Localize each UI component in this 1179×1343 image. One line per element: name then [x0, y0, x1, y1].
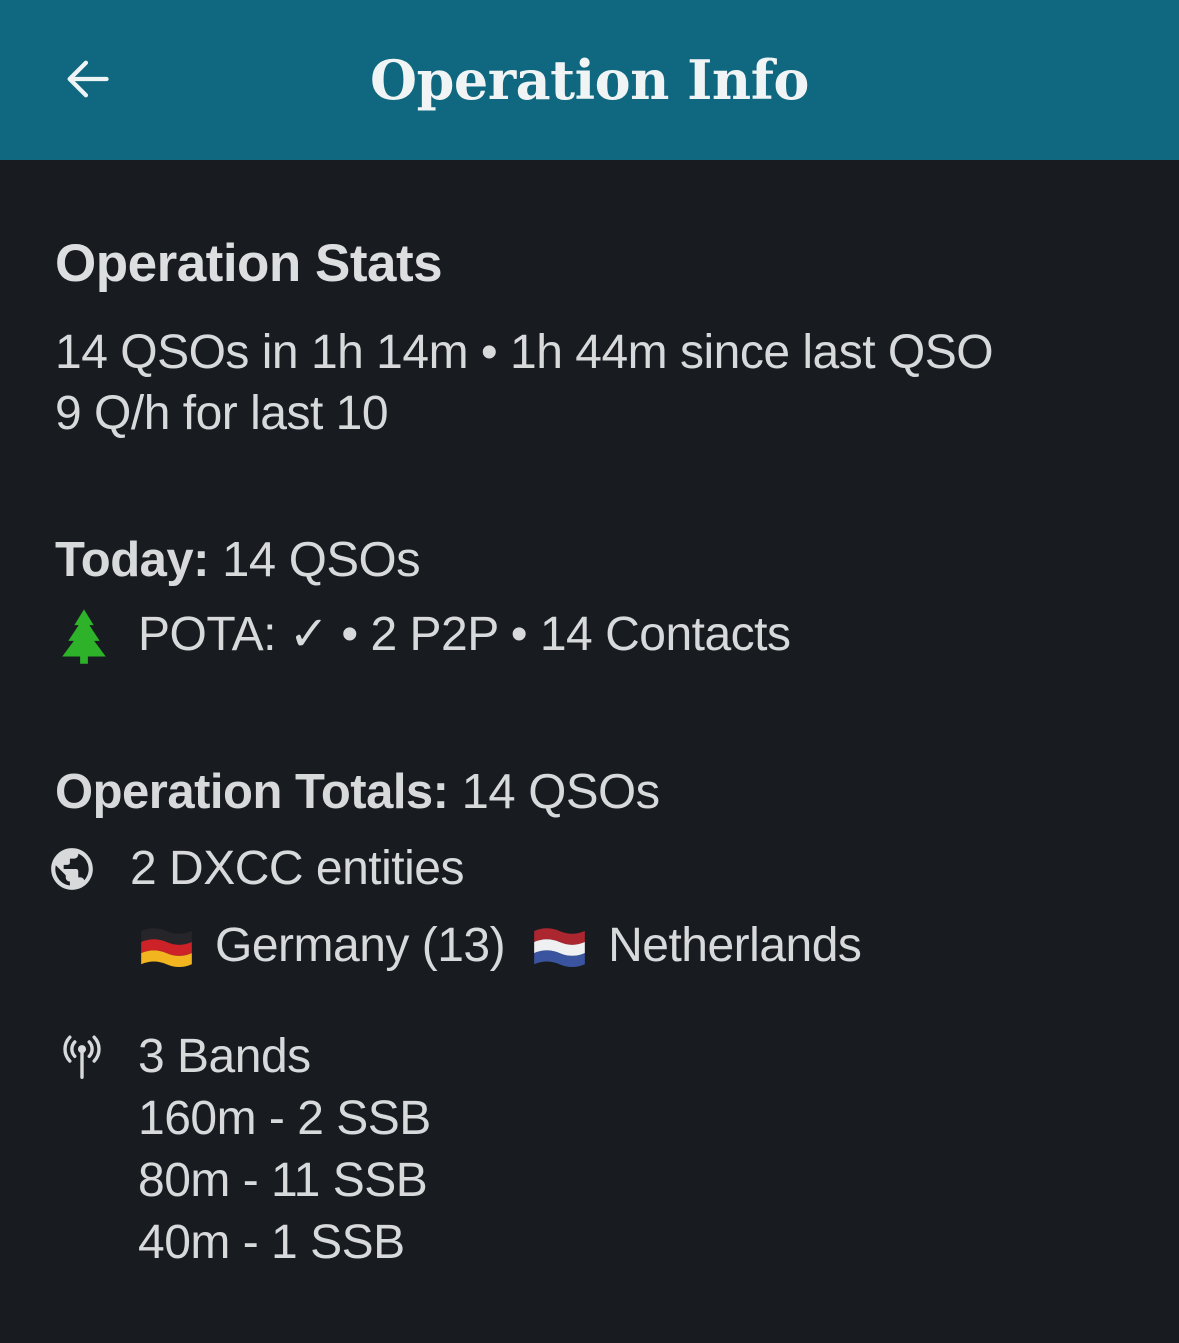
band-item: 40m - 1 SSB — [138, 1216, 405, 1269]
band-item: 160m - 2 SSB — [138, 1092, 431, 1145]
stats-heading: Operation Stats — [55, 234, 443, 293]
country-germany: Germany (13) — [215, 919, 506, 972]
country-netherlands: Netherlands — [608, 919, 862, 972]
app-header: Operation Info — [0, 0, 1179, 160]
today-heading: Today: 14 QSOs — [55, 532, 1124, 588]
totals-heading: Operation Totals: 14 QSOs — [55, 764, 1124, 820]
bands-row: 3 Bands — [55, 1026, 1124, 1088]
dxcc-entities-text: 2 DXCC entities — [130, 842, 464, 895]
today-label: Today: — [55, 533, 209, 587]
stats-summary-line1: 14 QSOs in 1h 14m • 1h 44m since last QS… — [55, 326, 994, 379]
main-content: Operation Stats 14 QSOs in 1h 14m • 1h 4… — [0, 160, 1179, 1274]
totals-label: Operation Totals: — [55, 765, 449, 819]
countries-row: Germany (13) Netherlands — [138, 914, 1124, 978]
arrow-left-icon — [61, 53, 113, 108]
pota-row: POTA: ✓ • 2 P2P • 14 Contacts — [55, 604, 1124, 668]
antenna-icon — [55, 1026, 138, 1084]
page-title: Operation Info — [370, 48, 809, 112]
evergreen-tree-icon — [55, 604, 138, 668]
germany-flag-icon — [141, 928, 192, 967]
totals-value: 14 QSOs — [448, 765, 661, 819]
netherlands-flag-icon — [534, 928, 585, 967]
pota-status-text: POTA: ✓ • 2 P2P • 14 Contacts — [138, 608, 791, 661]
band-item: 80m - 11 SSB — [138, 1154, 428, 1207]
today-value: 14 QSOs — [208, 533, 421, 587]
globe-icon — [47, 838, 130, 894]
band-list: 160m - 2 SSB 80m - 11 SSB 40m - 1 SSB — [138, 1088, 1124, 1274]
bands-block: 3 Bands 160m - 2 SSB 80m - 11 SSB 40m - … — [55, 1026, 1124, 1274]
bands-count-text: 3 Bands — [138, 1030, 311, 1083]
stats-summary-line2: 9 Q/h for last 10 — [55, 387, 389, 440]
back-button[interactable] — [58, 51, 116, 109]
dxcc-row: 2 DXCC entities — [51, 838, 1124, 900]
